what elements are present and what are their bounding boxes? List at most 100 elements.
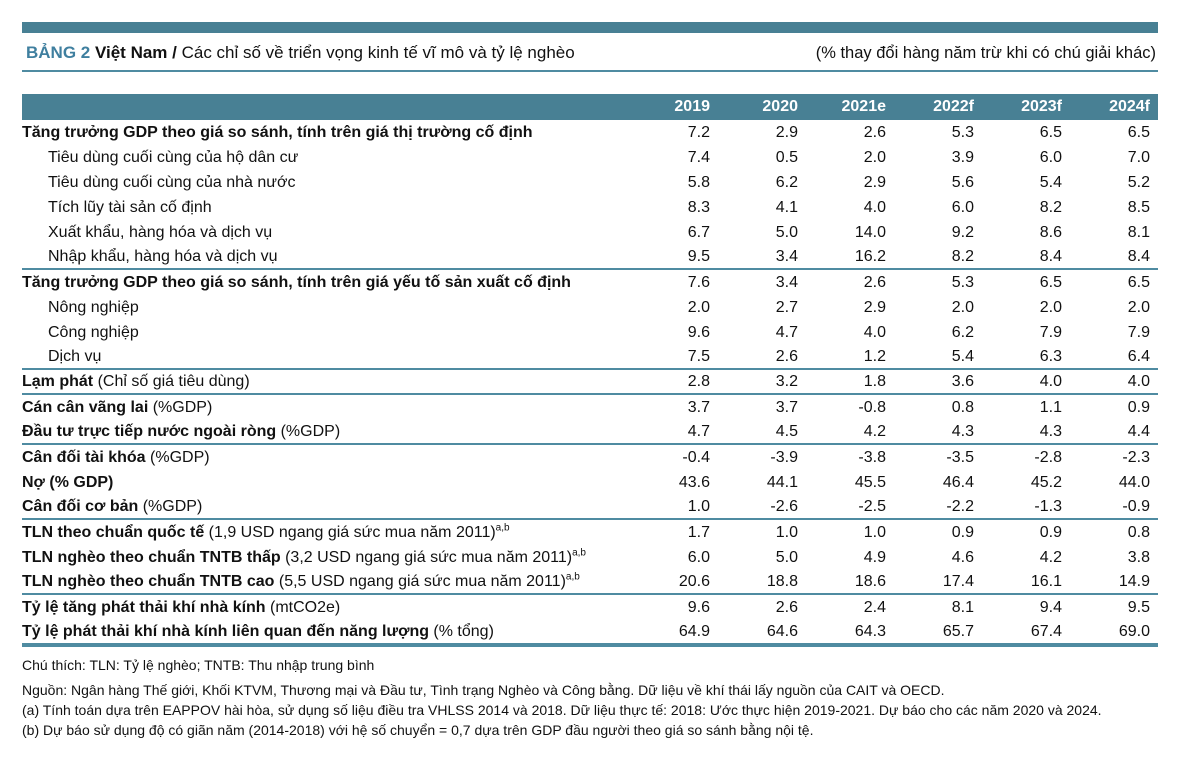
value-cell: 1.0 bbox=[687, 497, 710, 515]
value-cell: 6.5 bbox=[1127, 273, 1150, 291]
value-cell: 9.4 bbox=[1039, 598, 1062, 616]
value-cell: 0.9 bbox=[1039, 523, 1062, 541]
value-cell: 69.0 bbox=[1118, 622, 1150, 640]
table-row: Đầu tư trực tiếp nước ngoài ròng (%GDP) 4… bbox=[22, 420, 1158, 445]
value-cell: 2.0 bbox=[1127, 298, 1150, 316]
value-cell: 4.0 bbox=[863, 323, 886, 341]
row-label-regular: Nhập khẩu, hàng hóa và dịch vụ bbox=[48, 247, 278, 265]
value-cell: 8.4 bbox=[1127, 247, 1150, 265]
value-cell: -0.8 bbox=[858, 398, 886, 416]
row-label-regular: Tiêu dùng cuối cùng của hộ dân cư bbox=[48, 148, 299, 166]
table-row: Tích lũy tài sản cố định 8.3 4.1 4.0 6.0 8.2 8… bbox=[22, 195, 1158, 220]
value-cell: 2.0 bbox=[951, 298, 974, 316]
row-label-regular: (%GDP) bbox=[145, 448, 210, 466]
value-cell: 20.6 bbox=[678, 572, 710, 590]
row-label-bold: Đầu tư trực tiếp nước ngoài ròng bbox=[22, 422, 277, 440]
footnote-marker: a,b bbox=[572, 547, 586, 559]
value-cell: 2.0 bbox=[687, 298, 710, 316]
value-cell: 2.6 bbox=[775, 598, 798, 616]
value-cell: 6.0 bbox=[1039, 148, 1062, 166]
row-label-bold: TLN theo chuẩn quốc tế bbox=[22, 523, 205, 541]
row-label-bold: Nợ (% GDP) bbox=[22, 473, 114, 491]
table-row: TLN nghèo theo chuẩn TNTB thấp (3,2 USD … bbox=[22, 545, 1158, 570]
value-cell: -3.8 bbox=[858, 448, 886, 466]
value-cell: 3.7 bbox=[687, 398, 710, 416]
value-cell: 0.5 bbox=[775, 148, 798, 166]
value-cell: 2.9 bbox=[863, 173, 886, 191]
footnote-line: (b) Dự báo sử dụng độ có giãn năm (2014-… bbox=[22, 722, 814, 738]
table-row: Cân đối tài khóa (%GDP) -0.4 -3.9 -3.8 -3.5 -… bbox=[22, 445, 1158, 470]
table-row: Nông nghiệp 2.0 2.7 2.9 2.0 2.0 2.0 bbox=[22, 295, 1158, 320]
value-cell: 46.4 bbox=[942, 473, 974, 491]
value-cell: 4.3 bbox=[1039, 422, 1062, 440]
row-label-regular: (%GDP) bbox=[138, 497, 203, 515]
row-label: Nợ (% GDP) bbox=[22, 473, 630, 491]
row-label: TLN nghèo theo chuẩn TNTB cao (5,5 USD n… bbox=[22, 571, 630, 590]
row-label: Xuất khẩu, hàng hóa và dịch vụ bbox=[22, 224, 630, 241]
value-cell: 65.7 bbox=[942, 622, 974, 640]
table-row: Tỷ lệ tăng phát thải khí nhà kính (mtCO2… bbox=[22, 595, 1158, 620]
value-cell: 64.3 bbox=[854, 622, 886, 640]
value-cell: 3.4 bbox=[775, 273, 798, 291]
value-cell: -2.3 bbox=[1122, 448, 1150, 466]
value-cell: 8.4 bbox=[1039, 247, 1062, 265]
row-label: Tiêu dùng cuối cùng của hộ dân cư bbox=[22, 148, 630, 166]
value-cell: 4.9 bbox=[863, 548, 886, 566]
value-cell: 4.5 bbox=[775, 422, 798, 440]
value-cell: 9.6 bbox=[687, 323, 710, 341]
row-label: Tích lũy tài sản cố định bbox=[22, 199, 630, 216]
value-cell: 45.5 bbox=[854, 473, 886, 491]
footnote-marker: a,b bbox=[565, 571, 580, 583]
footnote-marker: a,b bbox=[495, 522, 510, 534]
row-label: Tỷ lệ phát thải khí nhà kính liên quan đ… bbox=[22, 623, 630, 640]
value-cell: 8.1 bbox=[951, 598, 974, 616]
value-cell: 3.4 bbox=[775, 247, 798, 265]
value-cell: 2.0 bbox=[863, 148, 886, 166]
value-cell: 6.5 bbox=[1039, 123, 1062, 141]
row-label-bold: Cân đối tài khóa bbox=[22, 448, 146, 466]
table-row: Dịch vụ 7.5 2.6 1.2 5.4 6.3 6.4 bbox=[22, 345, 1158, 370]
value-cell: 4.0 bbox=[1127, 372, 1150, 390]
value-cell: -2.6 bbox=[770, 497, 798, 515]
value-cell: 18.8 bbox=[766, 572, 798, 590]
value-cell: 6.0 bbox=[951, 198, 974, 216]
value-cell: 9.5 bbox=[1127, 598, 1150, 616]
value-cell: 9.6 bbox=[687, 598, 710, 616]
row-label-bold: Tỷ lệ tăng phát thải khí nhà kính bbox=[22, 598, 266, 616]
row-label: Tiêu dùng cuối cùng của nhà nước bbox=[22, 173, 630, 191]
row-label-bold: Cán cân vãng lai bbox=[22, 398, 149, 416]
column-header-2020: 2020 bbox=[762, 98, 798, 115]
value-cell: -0.9 bbox=[1122, 497, 1150, 515]
value-cell: 2.4 bbox=[863, 598, 886, 616]
value-cell: 5.0 bbox=[775, 223, 798, 241]
footnotes: Chú thích: TLN: Tỷ lệ nghèo; TNTB: Thu n… bbox=[22, 655, 1158, 740]
table-title: BẢNG 2 Việt Nam / Các chỉ số về triển vọ… bbox=[26, 43, 575, 63]
value-cell: 9.5 bbox=[687, 247, 710, 265]
value-cell: 4.1 bbox=[775, 198, 798, 216]
row-label-regular: (5,5 USD ngang giá sức mua năm 2011) bbox=[274, 572, 566, 590]
value-cell: -2.2 bbox=[946, 497, 974, 515]
value-cell: 2.9 bbox=[863, 298, 886, 316]
value-cell: 8.2 bbox=[951, 247, 974, 265]
value-cell: -3.9 bbox=[770, 448, 798, 466]
value-cell: 1.0 bbox=[863, 523, 886, 541]
row-label-bold: TLN nghèo theo chuẩn TNTB cao bbox=[22, 572, 275, 590]
row-label-regular: (mtCO2e) bbox=[265, 598, 341, 616]
value-cell: 43.6 bbox=[678, 473, 710, 491]
value-cell: 9.2 bbox=[951, 223, 974, 241]
table-row: TLN theo chuẩn quốc tế (1,9 USD ngang gi… bbox=[22, 520, 1158, 545]
row-label-regular: Tiêu dùng cuối cùng của nhà nước bbox=[48, 173, 296, 191]
value-cell: 4.7 bbox=[775, 323, 798, 341]
table-header-row: 2019 2020 2021e 2022f 2023f 2024f bbox=[22, 94, 1158, 120]
value-cell: 0.9 bbox=[951, 523, 974, 541]
value-cell: 67.4 bbox=[1030, 622, 1062, 640]
value-cell: 3.8 bbox=[1127, 548, 1150, 566]
value-cell: -1.3 bbox=[1034, 497, 1062, 515]
value-cell: 8.6 bbox=[1039, 223, 1062, 241]
table-row: Tiêu dùng cuối cùng của hộ dân cư 7.4 0.5 2… bbox=[22, 145, 1158, 170]
value-cell: 1.1 bbox=[1039, 398, 1062, 416]
value-cell: 3.6 bbox=[951, 372, 974, 390]
value-cell: 8.2 bbox=[1039, 198, 1062, 216]
value-cell: 5.0 bbox=[775, 548, 798, 566]
value-cell: 4.2 bbox=[1039, 548, 1062, 566]
